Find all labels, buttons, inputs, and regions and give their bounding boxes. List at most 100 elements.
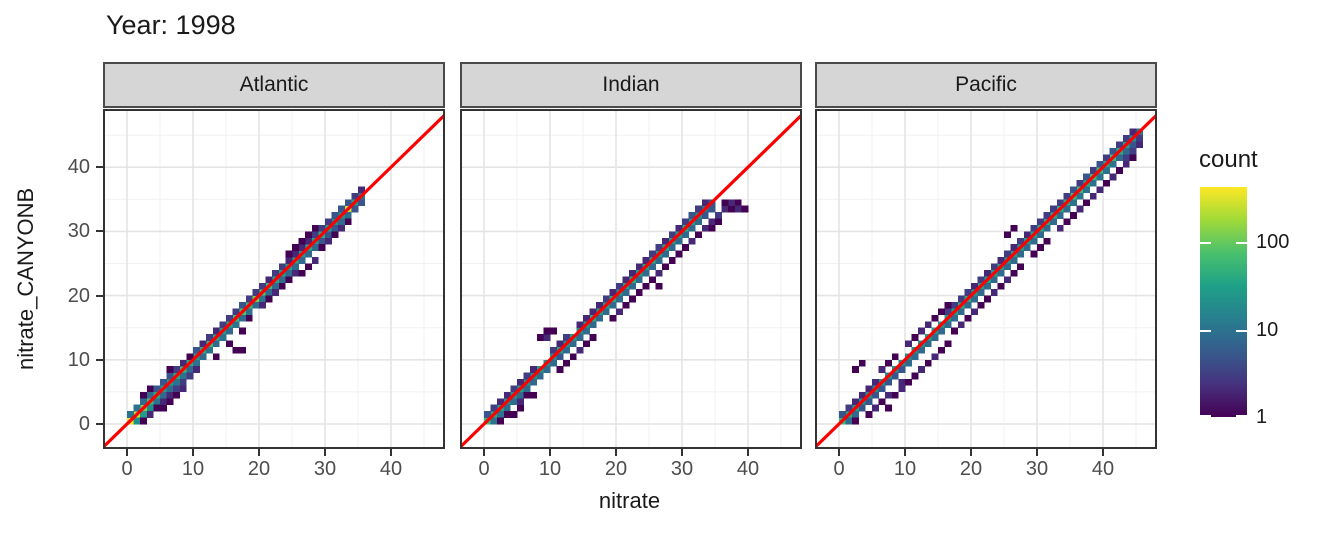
count-bin bbox=[944, 321, 952, 328]
count-bin bbox=[675, 250, 683, 258]
count-bin bbox=[1116, 141, 1124, 149]
count-bin bbox=[938, 308, 945, 316]
count-bin bbox=[865, 411, 873, 418]
count-bin bbox=[642, 282, 650, 290]
count-bin bbox=[1083, 186, 1091, 194]
count-bin bbox=[523, 385, 531, 393]
count-bin bbox=[239, 346, 247, 354]
count-bin bbox=[1063, 218, 1071, 226]
count-bin bbox=[212, 353, 220, 361]
count-bin bbox=[1063, 192, 1071, 200]
count-bin bbox=[1096, 186, 1104, 194]
count-bin bbox=[563, 334, 571, 341]
count-bin bbox=[984, 295, 992, 303]
count-bin bbox=[891, 372, 899, 380]
count-bin bbox=[1030, 250, 1038, 258]
y-tick-label: 10 bbox=[67, 348, 90, 371]
count-bin bbox=[865, 385, 873, 393]
count-bin bbox=[583, 314, 590, 322]
count-bin bbox=[173, 379, 181, 386]
count-bin bbox=[497, 398, 505, 405]
count-bin bbox=[1136, 141, 1143, 149]
count-bin bbox=[325, 218, 332, 226]
count-bin bbox=[503, 404, 511, 412]
x-tick-label: 10 bbox=[893, 458, 917, 480]
count-bin bbox=[1122, 160, 1130, 168]
x-tick-mark bbox=[324, 449, 326, 456]
count-bin bbox=[924, 340, 932, 348]
count-bin bbox=[173, 366, 181, 373]
legend-tick-mark bbox=[1236, 242, 1247, 245]
count-bin bbox=[1056, 212, 1064, 219]
count-bin bbox=[964, 302, 972, 309]
y-tick-label: 0 bbox=[78, 413, 90, 435]
count-bin bbox=[536, 372, 544, 380]
count-bin bbox=[964, 314, 972, 322]
count-bin bbox=[951, 302, 959, 309]
x-tick-mark bbox=[838, 449, 840, 456]
count-bin bbox=[695, 218, 703, 226]
count-bin bbox=[911, 372, 919, 380]
count-bin bbox=[944, 302, 952, 309]
count-bin bbox=[1056, 224, 1064, 232]
count-bin bbox=[642, 257, 650, 264]
count-bin bbox=[990, 276, 998, 284]
count-bin bbox=[160, 404, 167, 412]
count-bin bbox=[510, 398, 518, 405]
count-bin bbox=[865, 398, 873, 405]
count-bin bbox=[997, 257, 1005, 264]
count-bin bbox=[1103, 167, 1110, 174]
count-bin bbox=[891, 391, 899, 399]
count-bin bbox=[957, 308, 965, 316]
count-bin bbox=[259, 302, 266, 309]
count-bin bbox=[179, 379, 187, 386]
panel-border bbox=[460, 109, 802, 449]
count-bin bbox=[497, 411, 505, 418]
count-bin bbox=[990, 289, 998, 296]
count-bin bbox=[344, 199, 352, 206]
count-bin bbox=[1129, 154, 1137, 162]
count-bin bbox=[878, 385, 886, 393]
count-bin bbox=[351, 205, 359, 213]
y-tick-label: 20 bbox=[67, 284, 90, 307]
count-bin bbox=[259, 295, 266, 303]
x-tick-mark bbox=[615, 449, 617, 456]
count-bin bbox=[708, 205, 716, 213]
count-bin bbox=[911, 353, 919, 361]
count-bin bbox=[325, 231, 332, 239]
count-bin bbox=[616, 308, 623, 316]
count-bin bbox=[179, 385, 187, 393]
count-bin bbox=[160, 391, 167, 399]
legend-tick-label: 10 bbox=[1256, 318, 1279, 341]
count-bin bbox=[530, 366, 538, 373]
count-bin bbox=[1056, 199, 1064, 206]
count-bin bbox=[596, 302, 604, 309]
count-bin bbox=[688, 237, 696, 245]
count-bin bbox=[602, 295, 610, 303]
count-bin bbox=[918, 327, 926, 335]
count-bin bbox=[596, 314, 604, 322]
y-tick-mark bbox=[96, 423, 103, 425]
count-bin bbox=[550, 359, 557, 367]
count-bin bbox=[510, 411, 518, 418]
count-bin bbox=[285, 276, 293, 284]
x-tick-label: 10 bbox=[538, 458, 562, 480]
y-tick-mark bbox=[96, 294, 103, 297]
y-tick-mark bbox=[96, 166, 103, 169]
count-bin bbox=[133, 404, 141, 412]
count-bin bbox=[331, 224, 339, 232]
count-bin bbox=[642, 269, 650, 277]
count-bin bbox=[682, 244, 689, 251]
count-bin bbox=[212, 340, 220, 348]
x-tick-mark bbox=[681, 449, 683, 456]
chart-panel-indian bbox=[460, 109, 802, 449]
count-bin bbox=[1004, 250, 1011, 258]
count-bin bbox=[971, 282, 978, 290]
count-bin bbox=[166, 391, 174, 399]
count-bin bbox=[845, 417, 853, 425]
count-bin bbox=[944, 340, 952, 348]
count-bin bbox=[1109, 160, 1117, 168]
count-bin bbox=[728, 205, 736, 213]
count-bin bbox=[311, 257, 319, 264]
count-bin bbox=[206, 346, 214, 354]
